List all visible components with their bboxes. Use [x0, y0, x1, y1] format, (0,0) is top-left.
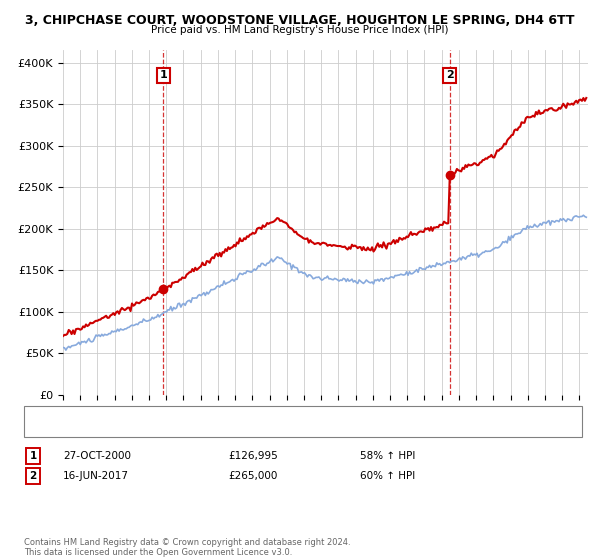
Text: Price paid vs. HM Land Registry's House Price Index (HPI): Price paid vs. HM Land Registry's House …	[151, 25, 449, 35]
Text: 2: 2	[446, 71, 454, 80]
Text: £265,000: £265,000	[228, 471, 277, 481]
Text: 1: 1	[160, 71, 167, 80]
Text: 58% ↑ HPI: 58% ↑ HPI	[360, 451, 415, 461]
Text: HPI: Average price, detached house, County Durham: HPI: Average price, detached house, Coun…	[84, 425, 342, 435]
Text: 2: 2	[29, 471, 37, 481]
Text: 27-OCT-2000: 27-OCT-2000	[63, 451, 131, 461]
Text: Contains HM Land Registry data © Crown copyright and database right 2024.
This d: Contains HM Land Registry data © Crown c…	[24, 538, 350, 557]
Text: 16-JUN-2017: 16-JUN-2017	[63, 471, 129, 481]
Text: ──: ──	[42, 406, 59, 420]
Text: 60% ↑ HPI: 60% ↑ HPI	[360, 471, 415, 481]
Text: ──: ──	[42, 423, 59, 437]
Text: 3, CHIPCHASE COURT, WOODSTONE VILLAGE, HOUGHTON LE SPRING, DH4 6TT: 3, CHIPCHASE COURT, WOODSTONE VILLAGE, H…	[25, 14, 575, 27]
Text: £126,995: £126,995	[228, 451, 278, 461]
Text: 3, CHIPCHASE COURT, WOODSTONE VILLAGE, HOUGHTON LE SPRING, DH4 6TT (detache: 3, CHIPCHASE COURT, WOODSTONE VILLAGE, H…	[84, 408, 518, 418]
Text: 1: 1	[29, 451, 37, 461]
